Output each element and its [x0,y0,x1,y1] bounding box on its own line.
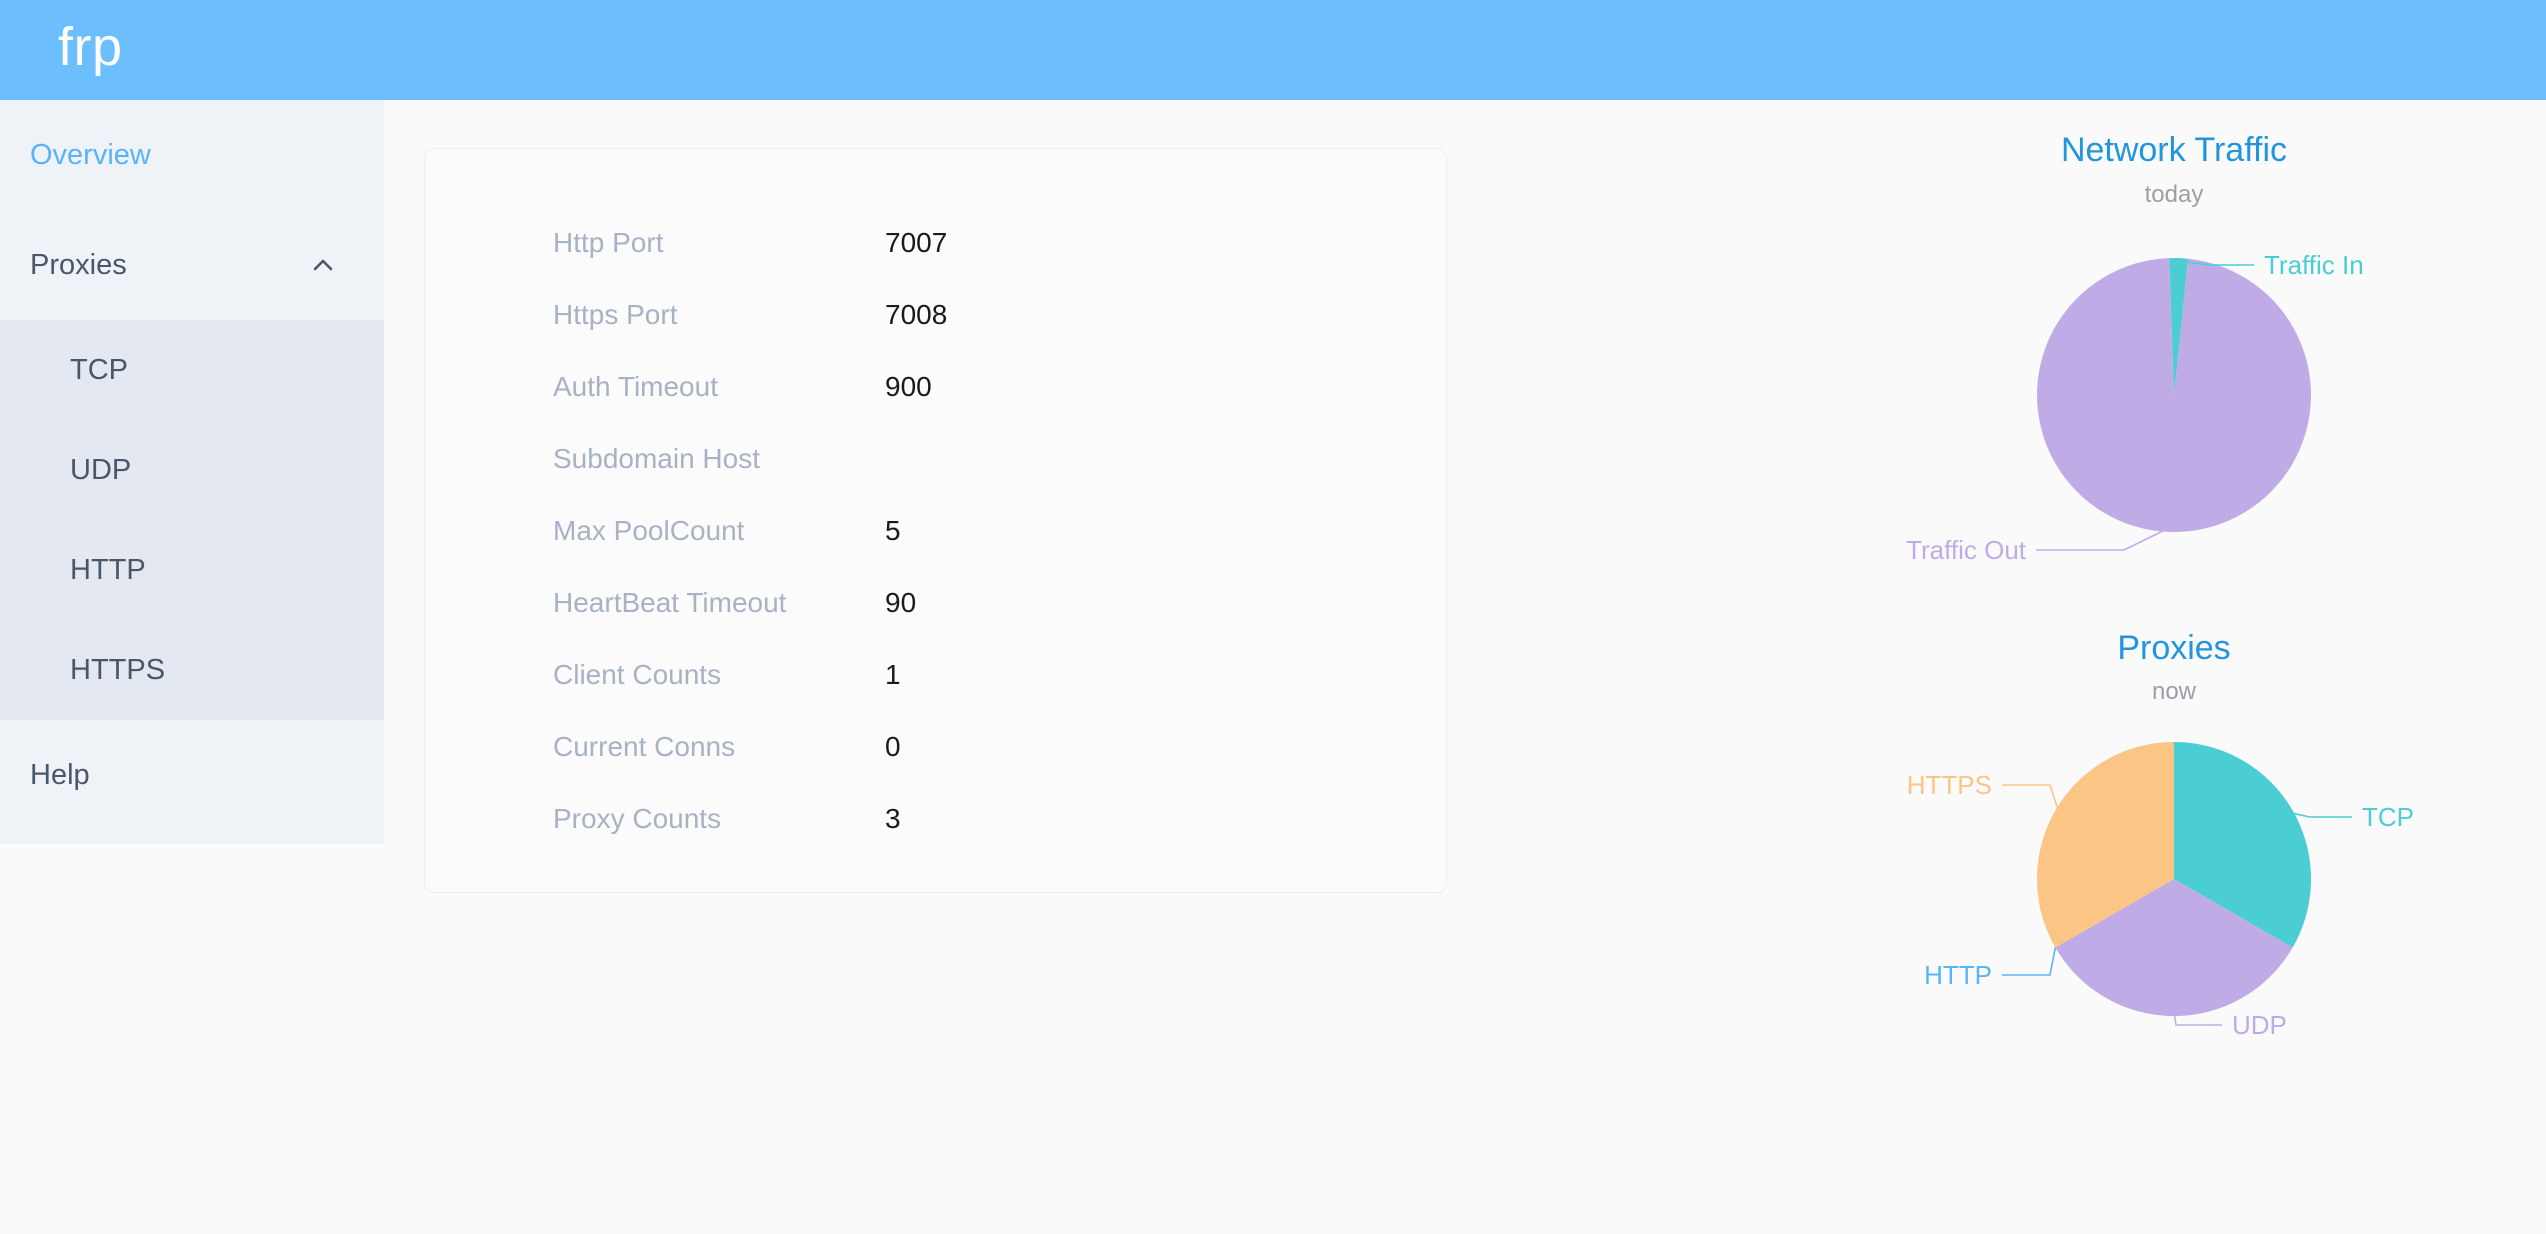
network-traffic-chart: Network Traffic today Traffic In Traffic … [1824,130,2524,570]
info-value: 5 [885,515,901,546]
sidebar-item-http[interactable]: HTTP [0,520,384,620]
sidebar-item-udp[interactable]: UDP [0,420,384,520]
sidebar-item-tcp-label: TCP [70,353,128,386]
info-value: 900 [885,371,932,402]
pie-slice-tcp[interactable] [2174,742,2311,948]
sidebar-item-help[interactable]: Help [0,720,384,830]
main-content: Http Port 7007 Https Port 7008 Auth Time… [384,100,2546,1234]
network-traffic-title: Network Traffic [2060,131,2288,169]
pie-label: HTTP [1924,960,1992,990]
sidebar-item-proxies[interactable]: Proxies [0,210,384,320]
pie-label: UDP [2232,1010,2287,1040]
sidebar-nav: Overview Proxies TCP UDP HTTP HTTPS [0,100,384,844]
pie-label: HTTPS [1907,770,1992,800]
proxies-chart: Proxies now TCP UDP HTTP HTTPS [1824,628,2524,1068]
network-traffic-plot: Traffic In Traffic Out [1824,210,2524,570]
info-key: Subdomain Host [553,443,761,474]
sidebar-item-proxies-label: Proxies [30,248,127,281]
proxies-plot: TCP UDP HTTP HTTPS [1824,707,2524,1067]
info-row-client-counts: Client Counts 1 [425,639,1446,711]
info-row-auth-timeout: Auth Timeout 900 [425,351,1446,423]
app-header: frp [0,0,2546,100]
leader-line [2036,526,2170,551]
info-key: Https Port [553,299,678,330]
pie-callout-https: HTTPS [1907,770,2060,813]
info-row-max-poolcount: Max PoolCount 5 [425,495,1446,567]
pie-callout-traffic-in: Traffic In [2178,250,2364,280]
info-row-http-port: Http Port 7007 [425,207,1446,279]
chevron-up-icon[interactable] [308,250,338,280]
sidebar-submenu-proxies: TCP UDP HTTP HTTPS [0,320,384,720]
pie-label: TCP [2362,802,2414,832]
leader-line [2002,947,2057,976]
sidebar-item-http-label: HTTP [70,553,146,586]
sidebar-item-overview-label: Overview [30,138,151,171]
leader-line [2178,259,2254,266]
info-value: 7008 [885,299,948,330]
leader-line [2173,1011,2222,1026]
sidebar-item-overview[interactable]: Overview [0,100,384,210]
info-key: Client Counts [553,659,722,690]
sidebar-item-https[interactable]: HTTPS [0,620,384,720]
info-row-heartbeat-timeout: HeartBeat Timeout 90 [425,567,1446,639]
info-value: 90 [885,587,917,618]
sidebar-item-udp-label: UDP [70,453,132,486]
pie-callout-udp: UDP [2173,1010,2287,1040]
pie-callout-tcp: TCP [2288,802,2414,832]
info-row-current-conns: Current Conns 0 [425,711,1446,783]
network-traffic-subtitle: today [2144,180,2204,208]
info-row-proxy-counts: Proxy Counts 3 [425,783,1446,855]
info-key: Http Port [553,227,664,258]
charts-column: Network Traffic today Traffic In Traffic … [1824,100,2524,1234]
info-key: Max PoolCount [553,515,745,546]
info-value: 0 [885,731,901,762]
info-row-https-port: Https Port 7008 [425,279,1446,351]
server-info-list: Http Port 7007 Https Port 7008 Auth Time… [425,149,1446,855]
sidebar-item-tcp[interactable]: TCP [0,320,384,420]
app-brand-logo: frp [58,17,123,77]
server-info-card: Http Port 7007 Https Port 7008 Auth Time… [424,148,1447,893]
pie-label: Traffic In [2264,250,2364,280]
info-key: Current Conns [553,731,736,762]
sidebar-item-https-label: HTTPS [70,653,166,686]
info-value: 7007 [885,227,948,258]
pie-slice-traffic-out[interactable] [2037,257,2311,532]
sidebar-item-help-label: Help [30,758,90,791]
info-key: Proxy Counts [553,803,722,834]
pie-slice-traffic-in[interactable] [2169,257,2189,395]
proxies-subtitle: now [2151,678,2197,706]
pie-label: Traffic Out [1906,535,2027,565]
pie-slice-udp[interactable] [2055,879,2293,1017]
leader-line [2288,811,2352,818]
pie-callout-traffic-out: Traffic Out [1906,526,2170,565]
pie-slice-https[interactable] [2037,742,2174,948]
info-row-subdomain-host: Subdomain Host [425,423,1446,495]
info-key: Auth Timeout [553,371,718,402]
leader-line [2002,784,2060,813]
info-value: 1 [885,659,901,690]
info-key: HeartBeat Timeout [553,587,787,618]
proxies-title: Proxies [2117,628,2231,667]
info-value: 3 [885,803,901,834]
pie-callout-http: HTTP [1924,947,2057,990]
